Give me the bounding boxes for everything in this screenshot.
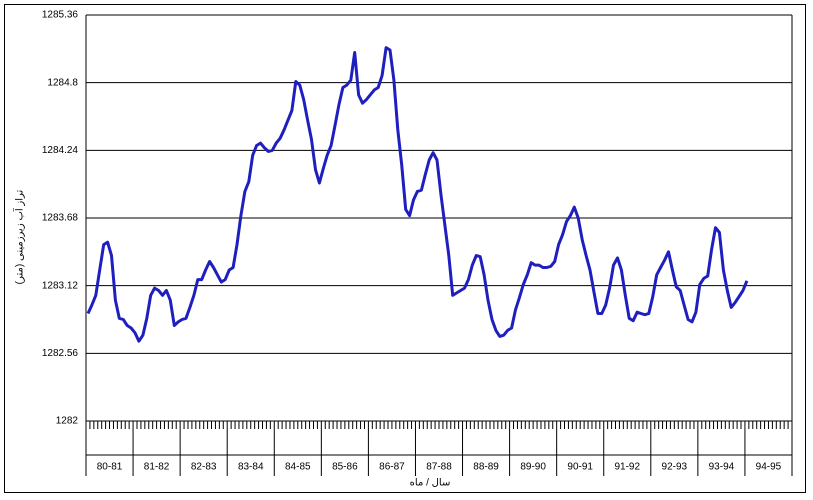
data-line	[86, 46, 749, 343]
y-tick-label: 1283.12	[42, 280, 79, 291]
y-tick-label: 1282.56	[42, 348, 79, 359]
x-tick-label: 90-91	[567, 462, 593, 473]
x-tick-label: 94-95	[756, 462, 782, 473]
x-tick-label: 86-87	[379, 462, 405, 473]
y-tick-label: 1283.68	[42, 213, 79, 224]
x-tick-label: 87-88	[426, 462, 452, 473]
x-tick-label: 81-82	[144, 462, 170, 473]
x-tick-label: 88-89	[473, 462, 499, 473]
x-tick-label: 84-85	[285, 462, 311, 473]
x-tick-label: 92-93	[662, 462, 688, 473]
chart-border	[4, 4, 806, 493]
x-tick-label: 80-81	[97, 462, 123, 473]
x-tick-label: 89-90	[520, 462, 546, 473]
y-tick-label: 1284.8	[47, 77, 78, 88]
x-tick-label: 85-86	[332, 462, 358, 473]
y-tick-label: 1282	[56, 416, 79, 427]
y-tick-label: 1285.36	[42, 10, 79, 21]
x-tick-label: 93-94	[709, 462, 735, 473]
y-tick-label: 1284.24	[42, 145, 79, 156]
x-tick-label: 83-84	[238, 462, 264, 473]
x-tick-label: 82-83	[191, 462, 217, 473]
x-tick-label: 91-92	[614, 462, 640, 473]
y-axis-label: تراز آب زیرزمینی (متر)	[13, 189, 26, 284]
x-axis-label: سال / ماه	[410, 478, 451, 489]
